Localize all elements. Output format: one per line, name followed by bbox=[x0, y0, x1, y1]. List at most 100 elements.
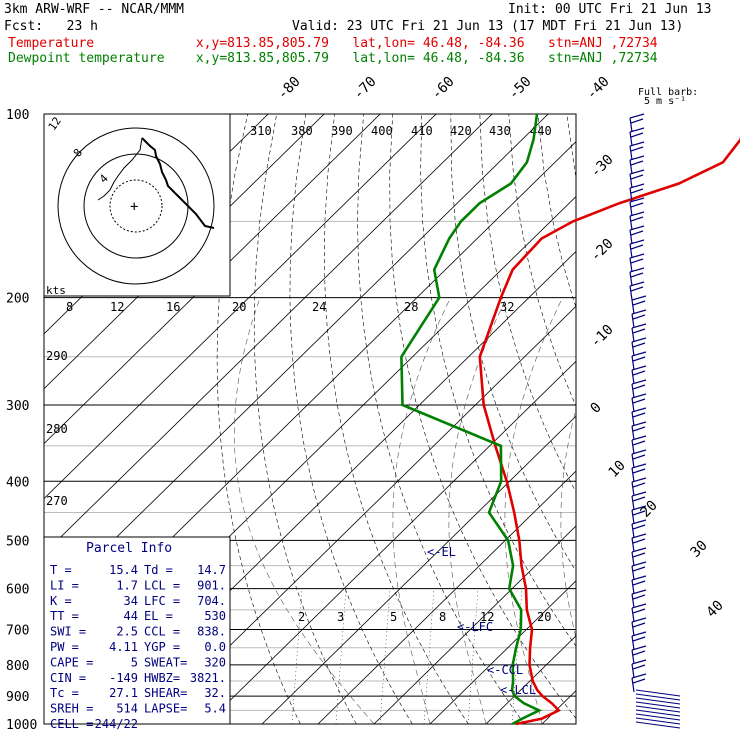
dry-adiabat bbox=[323, 114, 469, 724]
dewpoint-legend: Dewpoint temperature x,y=813.85,805.79 l… bbox=[8, 51, 658, 66]
wind-barb bbox=[631, 309, 647, 329]
parcel-value2-5: 0.0 bbox=[204, 640, 226, 654]
temperature-legend: Temperature x,y=813.85,805.79 lat,lon= 4… bbox=[8, 36, 658, 51]
theta-label-380: 380 bbox=[291, 124, 313, 138]
temperature-trace bbox=[478, 135, 740, 726]
parcel-value-10: 244/22 bbox=[95, 717, 138, 731]
dry-adiabat bbox=[479, 114, 576, 493]
wind-barb bbox=[631, 351, 647, 371]
parcel-value2-3: 530 bbox=[204, 609, 226, 623]
wind-barb bbox=[629, 127, 645, 147]
mixing-ratio-line bbox=[379, 588, 391, 724]
wind-scale-label-24: 24 bbox=[312, 300, 326, 314]
mixing-ratio-line bbox=[291, 588, 303, 724]
parcel-key-2: K = bbox=[50, 594, 72, 608]
forecast-hour: Fcst: 23 h bbox=[4, 19, 98, 34]
wind-barb bbox=[629, 141, 645, 161]
parcel-value2-9: 5.4 bbox=[204, 702, 226, 716]
parcel-key-1: LI = bbox=[50, 578, 79, 592]
wind-barb bbox=[631, 393, 647, 413]
dry-adiabat bbox=[654, 114, 740, 724]
wind-barb bbox=[631, 295, 647, 315]
wind-barb bbox=[629, 169, 645, 189]
dry-adiabat bbox=[420, 114, 576, 647]
parcel-key-0: T = bbox=[50, 563, 72, 577]
isotherm-line bbox=[261, 415, 576, 724]
parcel-key2-9: LAPSE= bbox=[144, 702, 187, 716]
parcel-value-4: 2.5 bbox=[116, 625, 138, 639]
wind-barb bbox=[629, 281, 645, 301]
isotherm-label-0: 0 bbox=[588, 400, 605, 417]
parcel-key2-5: YGP = bbox=[144, 640, 180, 654]
pressure-label-400: 400 bbox=[6, 475, 29, 490]
moist-adiabat bbox=[392, 297, 451, 724]
wind-barb bbox=[629, 267, 645, 287]
near-surface-barb bbox=[635, 717, 681, 725]
barb-legend-units: 5 m s⁻¹ bbox=[644, 96, 686, 107]
moist-adiabat bbox=[560, 408, 576, 640]
dry-adiabat bbox=[357, 114, 525, 724]
parcel-value-3: 44 bbox=[124, 609, 138, 623]
isotherm-label--40: -40 bbox=[584, 74, 613, 103]
parcel-key2-8: SHEAR= bbox=[144, 686, 187, 700]
hodograph-center-mark: + bbox=[130, 199, 138, 215]
wind-scale-label-8: 8 bbox=[66, 300, 73, 314]
dry-adiabat bbox=[289, 114, 413, 724]
hodograph-trace-lower bbox=[97, 137, 143, 201]
level-marker-el: <-EL bbox=[427, 545, 456, 559]
dry-adiabat bbox=[508, 114, 576, 407]
isotherm-label--70: -70 bbox=[351, 74, 380, 103]
wind-scale-label-12: 12 bbox=[110, 300, 124, 314]
wind-barb bbox=[631, 491, 647, 511]
wind-barbs bbox=[629, 113, 681, 729]
parcel-key2-4: CCL = bbox=[144, 625, 180, 639]
isotherm-label--30: -30 bbox=[588, 152, 617, 181]
near-surface-barb bbox=[635, 693, 681, 701]
theta-label-420: 420 bbox=[450, 124, 472, 138]
parcel-key-9: SREH = bbox=[50, 702, 93, 716]
dry-adiabat bbox=[253, 114, 357, 724]
level-marker-ccl: <-CCL bbox=[487, 663, 523, 677]
theta-label-310: 310 bbox=[250, 124, 272, 138]
parcel-value-1: 1.7 bbox=[116, 578, 138, 592]
isotherm-label--60: -60 bbox=[429, 74, 458, 103]
dry-adiabat bbox=[712, 114, 740, 724]
wind-barb bbox=[631, 547, 647, 567]
isotherm-labels: -80 -70 -60 -50 -40 -30 -20 -10 0 10 20 30 40 bbox=[275, 74, 727, 621]
near-surface-barb bbox=[635, 689, 681, 697]
wind-barb bbox=[631, 575, 647, 595]
wind-barb bbox=[631, 435, 647, 455]
wind-barb bbox=[631, 421, 647, 441]
mixing-ratio-label-2: 2 bbox=[298, 610, 305, 624]
mixing-ratio-label-20: 20 bbox=[537, 610, 551, 624]
wind-barb bbox=[629, 155, 645, 175]
theta-side-label-280: 280 bbox=[46, 422, 68, 436]
parcel-value2-4: 838. bbox=[197, 625, 226, 639]
parcel-value-2: 34 bbox=[124, 594, 138, 608]
isotherm-line bbox=[710, 114, 740, 724]
parcel-value2-7: 3821. bbox=[190, 671, 226, 685]
wind-barb bbox=[631, 673, 647, 693]
wind-barb bbox=[631, 617, 647, 637]
parcel-value2-8: 32. bbox=[204, 686, 226, 700]
mixing-ratio-line bbox=[467, 588, 479, 724]
wind-barb bbox=[631, 337, 647, 357]
plot-frame bbox=[43, 113, 577, 725]
parcel-key-8: Tc = bbox=[50, 686, 79, 700]
near-surface-barb bbox=[635, 713, 681, 721]
init-time: Init: 00 UTC Fri 21 Jun 13 bbox=[508, 2, 712, 17]
isotherm-label--20: -20 bbox=[588, 236, 617, 265]
parcel-key2-1: LCL = bbox=[144, 578, 180, 592]
wind-scale-label-16: 16 bbox=[166, 300, 180, 314]
wind-barb bbox=[631, 323, 647, 343]
parcel-value-0: 15.4 bbox=[109, 563, 138, 577]
isotherm-line bbox=[429, 580, 576, 724]
pressure-label-900: 900 bbox=[6, 690, 29, 705]
parcel-value-7: -149 bbox=[109, 671, 138, 685]
theta-label-400: 400 bbox=[371, 124, 393, 138]
parcel-key-3: TT = bbox=[50, 609, 79, 623]
isotherm-label--10: -10 bbox=[588, 322, 617, 351]
parcel-value2-0: 14.7 bbox=[197, 563, 226, 577]
near-surface-barb bbox=[635, 705, 681, 713]
isotherm-label-30: 30 bbox=[688, 538, 711, 561]
